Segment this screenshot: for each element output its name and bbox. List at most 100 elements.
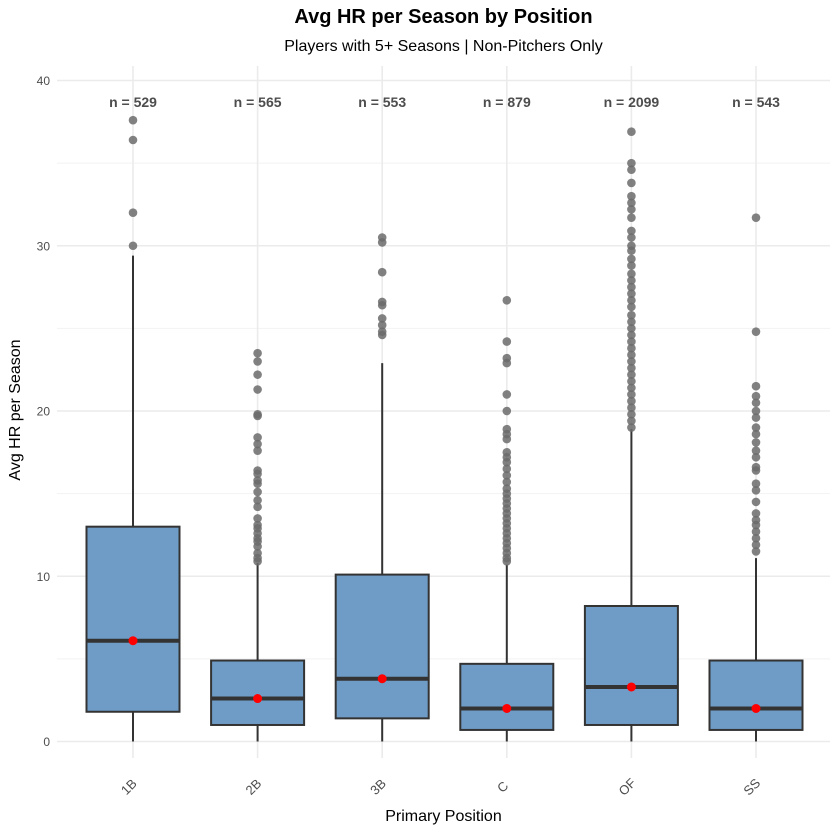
outlier-point-OF <box>627 317 636 327</box>
y-tick-label: 10 <box>37 570 51 584</box>
outlier-point-SS <box>751 413 761 422</box>
outlier-point-SS <box>751 406 761 416</box>
outlier-point-SS <box>751 533 761 543</box>
x-tick-label: SS <box>740 775 763 798</box>
box-OF <box>583 604 679 726</box>
outlier-point-OF <box>627 330 636 340</box>
outlier-point-SS <box>751 547 761 556</box>
y-tick-label: 20 <box>37 405 51 419</box>
y-tick-label: 40 <box>37 74 51 88</box>
outlier-point-1B <box>128 208 138 217</box>
outlier-point-SS <box>751 398 761 408</box>
outlier-point-OF <box>627 165 636 175</box>
outlier-point-2B <box>253 370 262 379</box>
outlier-point-C <box>502 406 512 416</box>
n-label-2B: n = 565 <box>234 94 282 110</box>
outlier-point-OF <box>627 363 636 373</box>
outlier-point-SS <box>751 466 761 475</box>
outlier-point-OF <box>627 191 636 201</box>
box-1B <box>85 525 181 713</box>
outlier-point-2B <box>253 542 262 551</box>
outlier-point-3B <box>377 330 387 340</box>
outlier-point-2B <box>253 411 262 421</box>
mean-dot-3B <box>377 674 387 684</box>
outlier-point-C <box>502 464 512 474</box>
outlier-point-3B <box>377 238 387 247</box>
outlier-point-OF <box>627 213 636 222</box>
mean-dot-SS <box>751 703 761 713</box>
outlier-point-OF <box>627 233 636 242</box>
box-2B <box>210 659 306 726</box>
outlier-point-OF <box>627 383 636 393</box>
outlier-point-SS <box>751 438 761 447</box>
outlier-point-C <box>502 295 512 305</box>
outlier-point-C <box>502 557 512 566</box>
outlier-point-OF <box>627 276 636 285</box>
outlier-point-OF <box>627 337 636 346</box>
n-label-1B: n = 529 <box>109 94 157 110</box>
box-SS <box>708 659 804 731</box>
outlier-point-2B <box>253 348 262 358</box>
outlier-point-2B <box>253 446 262 455</box>
box-3B <box>334 573 430 720</box>
outlier-point-C <box>502 457 512 467</box>
outlier-point-C <box>502 337 512 346</box>
outlier-point-1B <box>128 115 138 125</box>
outlier-point-SS <box>751 446 761 455</box>
outlier-point-C <box>502 471 512 480</box>
outlier-point-2B <box>253 385 262 394</box>
outlier-point-OF <box>627 396 636 406</box>
outlier-point-OF <box>627 226 636 236</box>
outlier-point-OF <box>627 410 636 419</box>
mean-dot-2B <box>253 694 263 704</box>
outlier-point-SS <box>751 479 761 489</box>
outlier-point-OF <box>627 390 636 399</box>
x-tick-label: OF <box>616 775 639 798</box>
outlier-point-OF <box>627 416 636 426</box>
x-tick-label: 3B <box>367 776 389 798</box>
outlier-point-OF <box>627 254 636 264</box>
outlier-point-3B <box>377 314 387 323</box>
chart-subtitle: Players with 5+ Seasons | Non-Pitchers O… <box>284 38 603 55</box>
outlier-point-OF <box>627 127 636 137</box>
outlier-point-OF <box>627 295 636 305</box>
outlier-point-1B <box>128 241 138 251</box>
outlier-point-2B <box>253 469 262 479</box>
mean-dot-1B <box>128 636 138 646</box>
outlier-point-OF <box>627 205 636 214</box>
outlier-point-OF <box>627 282 636 292</box>
outlier-point-2B <box>253 439 262 449</box>
n-label-OF: n = 2099 <box>604 94 660 110</box>
y-tick-label: 30 <box>37 239 51 253</box>
y-tick-label: 0 <box>43 735 50 749</box>
outlier-point-2B <box>253 495 262 505</box>
outlier-point-OF <box>627 261 636 270</box>
n-label-3B: n = 553 <box>358 94 406 110</box>
outlier-point-OF <box>627 198 636 208</box>
outlier-point-OF <box>627 269 636 279</box>
x-tick-label: C <box>494 778 511 795</box>
outlier-point-OF <box>627 423 636 432</box>
outlier-point-OF <box>627 178 636 188</box>
outlier-point-C <box>502 358 512 368</box>
x-axis-label: Primary Position <box>385 808 502 825</box>
outlier-point-SS <box>751 327 761 336</box>
outlier-point-2B <box>253 502 262 512</box>
outlier-point-2B <box>253 487 262 497</box>
outlier-point-OF <box>627 343 636 353</box>
outlier-point-SS <box>751 527 761 536</box>
outlier-point-SS <box>751 423 761 432</box>
outlier-point-OF <box>627 302 636 312</box>
n-label-C: n = 879 <box>483 94 531 110</box>
x-tick-label: 1B <box>118 776 140 798</box>
outlier-point-1B <box>128 135 138 145</box>
outlier-point-OF <box>627 403 636 412</box>
outlier-point-SS <box>751 429 761 439</box>
outlier-point-SS <box>751 540 761 550</box>
outlier-point-OF <box>627 158 636 168</box>
box-C <box>459 662 555 731</box>
outlier-point-OF <box>627 310 636 320</box>
mean-dot-C <box>502 703 512 713</box>
